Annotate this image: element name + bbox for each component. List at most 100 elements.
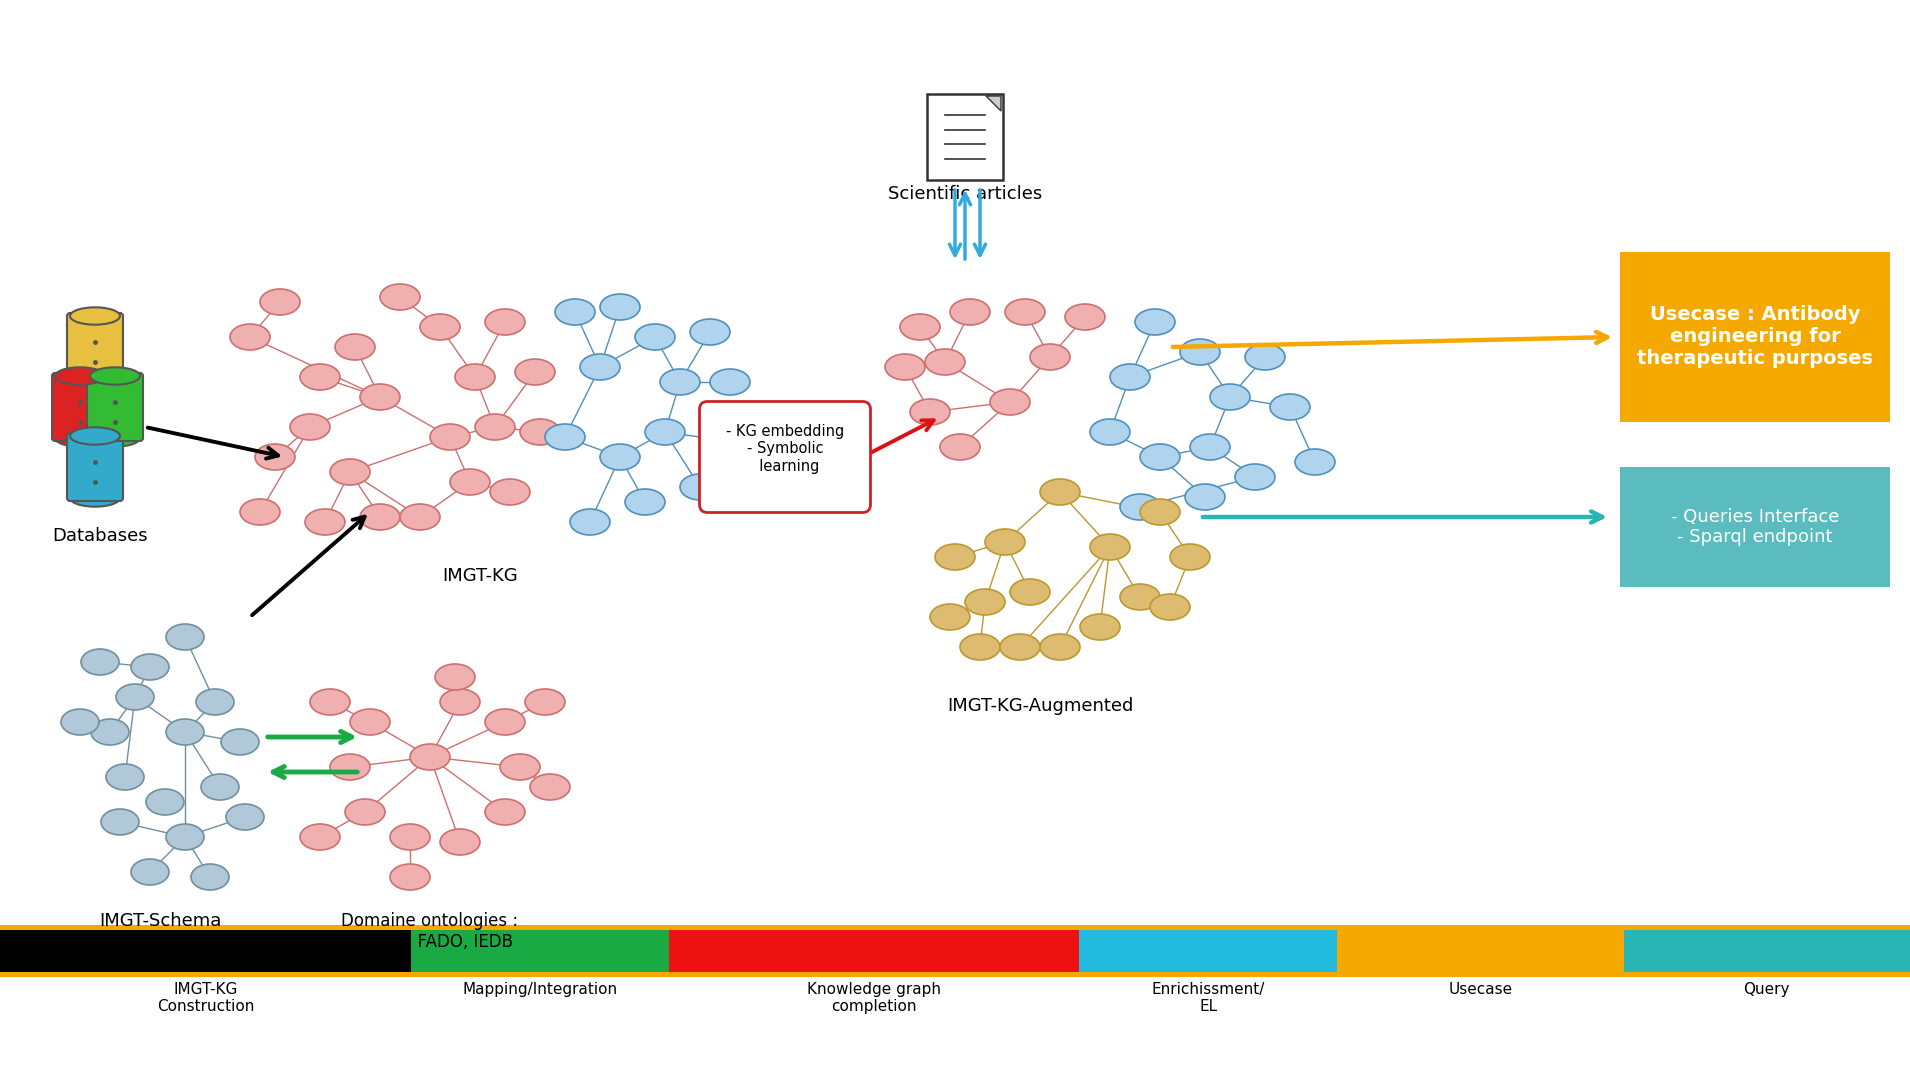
Ellipse shape	[334, 334, 374, 360]
Ellipse shape	[309, 689, 350, 715]
Ellipse shape	[330, 459, 371, 485]
Ellipse shape	[1079, 614, 1119, 640]
Ellipse shape	[625, 489, 665, 515]
Ellipse shape	[166, 624, 204, 650]
Ellipse shape	[55, 429, 105, 447]
Ellipse shape	[1190, 434, 1230, 460]
Ellipse shape	[350, 708, 390, 735]
Ellipse shape	[330, 754, 371, 780]
Ellipse shape	[1001, 634, 1041, 660]
Ellipse shape	[1295, 449, 1335, 475]
Bar	[1624, 930, 1910, 972]
Bar	[1337, 930, 1624, 972]
Ellipse shape	[222, 729, 260, 755]
Ellipse shape	[390, 824, 430, 850]
Ellipse shape	[1091, 419, 1131, 445]
Ellipse shape	[1236, 464, 1276, 490]
Ellipse shape	[359, 504, 399, 530]
Ellipse shape	[949, 299, 989, 325]
Ellipse shape	[71, 307, 120, 324]
Ellipse shape	[92, 719, 130, 745]
Ellipse shape	[714, 429, 754, 455]
Ellipse shape	[1245, 344, 1285, 370]
Ellipse shape	[1171, 544, 1211, 570]
Ellipse shape	[529, 774, 569, 800]
Ellipse shape	[884, 354, 924, 380]
Ellipse shape	[680, 474, 720, 500]
Ellipse shape	[399, 504, 439, 530]
Ellipse shape	[256, 444, 294, 469]
Ellipse shape	[556, 299, 596, 325]
Ellipse shape	[1119, 494, 1159, 520]
Ellipse shape	[520, 419, 560, 445]
FancyBboxPatch shape	[1620, 467, 1891, 587]
Ellipse shape	[420, 314, 460, 340]
Ellipse shape	[961, 634, 1001, 660]
Ellipse shape	[516, 359, 556, 385]
Ellipse shape	[986, 529, 1026, 555]
Ellipse shape	[435, 664, 476, 690]
Ellipse shape	[132, 859, 168, 885]
FancyBboxPatch shape	[926, 94, 1003, 180]
Ellipse shape	[909, 399, 949, 425]
Text: Query: Query	[1744, 982, 1790, 997]
Ellipse shape	[1041, 479, 1079, 505]
Ellipse shape	[1041, 634, 1079, 660]
Ellipse shape	[1184, 484, 1224, 510]
Ellipse shape	[491, 479, 529, 505]
Bar	[0, 925, 1910, 977]
Ellipse shape	[71, 369, 120, 386]
FancyBboxPatch shape	[1620, 252, 1891, 423]
Ellipse shape	[229, 324, 269, 350]
Ellipse shape	[544, 424, 584, 450]
Ellipse shape	[71, 490, 120, 507]
Ellipse shape	[634, 324, 674, 350]
Ellipse shape	[439, 689, 479, 715]
Text: Usecase: Usecase	[1448, 982, 1513, 997]
Ellipse shape	[300, 824, 340, 850]
Ellipse shape	[201, 774, 239, 800]
Ellipse shape	[117, 684, 155, 710]
Bar	[1079, 930, 1337, 972]
Ellipse shape	[61, 708, 99, 735]
Ellipse shape	[930, 604, 970, 630]
Bar	[0, 930, 411, 972]
Ellipse shape	[924, 349, 965, 375]
Ellipse shape	[1005, 299, 1045, 325]
Ellipse shape	[300, 364, 340, 391]
Ellipse shape	[1119, 584, 1159, 610]
Ellipse shape	[145, 789, 183, 815]
Text: IMGT-KG
Construction: IMGT-KG Construction	[157, 982, 254, 1015]
Ellipse shape	[1091, 534, 1131, 560]
Ellipse shape	[989, 389, 1029, 415]
Ellipse shape	[690, 319, 730, 345]
Ellipse shape	[936, 544, 974, 570]
Ellipse shape	[411, 744, 451, 770]
Ellipse shape	[225, 805, 264, 830]
Text: Usecase : Antibody
engineering for
therapeutic purposes: Usecase : Antibody engineering for thera…	[1637, 305, 1874, 368]
Ellipse shape	[166, 719, 204, 745]
Text: Mapping/Integration: Mapping/Integration	[462, 982, 617, 997]
Ellipse shape	[600, 294, 640, 320]
Ellipse shape	[661, 369, 699, 395]
Ellipse shape	[485, 708, 525, 735]
Bar	[411, 930, 668, 972]
Ellipse shape	[90, 429, 139, 447]
FancyBboxPatch shape	[52, 373, 109, 441]
Ellipse shape	[90, 367, 139, 385]
Ellipse shape	[55, 367, 105, 385]
FancyBboxPatch shape	[67, 313, 122, 381]
Ellipse shape	[1211, 384, 1249, 410]
Ellipse shape	[346, 799, 386, 825]
Ellipse shape	[359, 384, 399, 410]
Bar	[668, 930, 1079, 972]
Polygon shape	[986, 96, 1001, 111]
Ellipse shape	[439, 829, 479, 855]
Ellipse shape	[290, 414, 330, 440]
Ellipse shape	[105, 764, 143, 790]
Text: Domaine ontologies :
GO, SO, FADO, IEDB: Domaine ontologies : GO, SO, FADO, IEDB	[342, 912, 518, 951]
FancyBboxPatch shape	[699, 401, 871, 512]
Ellipse shape	[80, 649, 118, 675]
Ellipse shape	[390, 864, 430, 890]
Ellipse shape	[132, 654, 168, 680]
